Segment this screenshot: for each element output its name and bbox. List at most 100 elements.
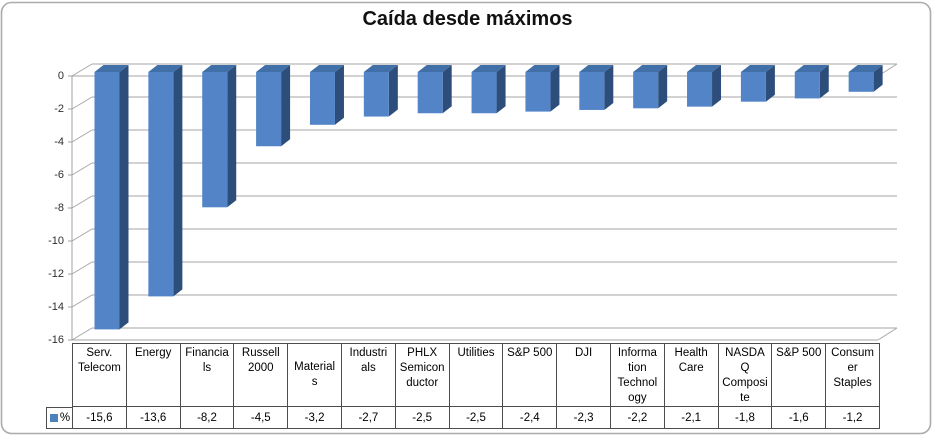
data-table-category-row: Serv. Telecom Energy Financia ls Russell 2000 M… <box>72 343 880 407</box>
bar-top-face <box>471 65 506 72</box>
category-label-line: Financia <box>185 347 229 359</box>
category-label-line: ls <box>202 362 212 374</box>
category-label-line: Health <box>674 347 708 359</box>
gridline-depth-connector <box>71 327 93 341</box>
bar-top-face <box>256 65 291 72</box>
bar[interactable] <box>471 72 497 114</box>
category-label-line: S&P 500 <box>776 347 822 359</box>
gridline-depth-connector <box>71 63 93 77</box>
category-label-line: Semicon <box>399 362 445 374</box>
table-value-cell: -1,6 <box>771 407 825 428</box>
bar[interactable] <box>687 72 713 107</box>
category-label-line: PHLX <box>407 347 438 359</box>
bar-side-face <box>119 65 129 330</box>
table-category-cell: S&P 500 <box>502 344 556 406</box>
category-label-line: 2000 <box>247 362 274 374</box>
bar-side-face <box>442 65 452 114</box>
category-label-line: ogy <box>628 392 647 404</box>
gridline-depth-connector <box>71 96 93 110</box>
table-value-cell: -3,2 <box>287 407 341 428</box>
y-axis-tick-label: -16 <box>48 334 64 346</box>
bar-side-face <box>227 65 237 208</box>
bar[interactable] <box>633 72 659 109</box>
bar-top-face <box>363 65 398 72</box>
bar-top-face <box>848 65 883 72</box>
category-label-line: Technol <box>617 377 658 389</box>
table-category-cell: NASDA Q Composi te <box>717 344 772 406</box>
table-value-cell: -1,8 <box>717 407 772 428</box>
table-category-cell: Consum er Staples <box>825 344 879 406</box>
y-axis-tick-label: -6 <box>54 169 64 181</box>
category-label-line: tion <box>628 362 647 374</box>
category-label-line: Informa <box>617 347 657 359</box>
table-category-cell: S&P 500 <box>771 344 825 406</box>
category-label-line: Staples <box>833 377 872 389</box>
bar[interactable] <box>848 72 874 92</box>
category-label-line: DJI <box>574 347 593 359</box>
category-label-line: als <box>361 362 376 374</box>
gridline-depth-connector <box>71 228 93 242</box>
category-label-line: Composi <box>722 377 768 389</box>
bar[interactable] <box>794 72 820 99</box>
bar-side-face <box>604 65 614 110</box>
gridline-depth-connector <box>71 294 93 308</box>
bar[interactable] <box>202 72 228 208</box>
category-label-line: NASDA <box>725 347 765 359</box>
category-label-line: Utilities <box>457 347 495 359</box>
bar-top-face <box>687 65 722 72</box>
bar[interactable] <box>256 72 282 147</box>
legend-key-cell: % <box>46 407 73 429</box>
bar[interactable] <box>525 72 551 112</box>
table-category-cell: Material s <box>287 344 341 406</box>
bar-side-face <box>658 65 668 109</box>
table-value-cell: -2,1 <box>663 407 718 428</box>
bar-side-face <box>550 65 560 112</box>
gridline-depth-connector <box>71 261 93 275</box>
table-value-cell: -2,3 <box>556 407 610 428</box>
bar[interactable] <box>94 72 120 330</box>
table-category-cell: Industri als <box>340 344 395 406</box>
bar[interactable] <box>363 72 389 117</box>
table-category-cell: Serv. Telecom <box>73 344 126 406</box>
table-category-cell: PHLX Semicon ductor <box>394 344 449 406</box>
bar-top-face <box>202 65 237 72</box>
category-label-line: Material <box>294 361 336 373</box>
bar[interactable] <box>417 72 443 114</box>
legend-label: % <box>59 412 71 424</box>
bar[interactable] <box>148 72 174 297</box>
table-value-cell: -13,6 <box>125 407 180 428</box>
y-axis-tick-label: -8 <box>54 202 64 214</box>
category-label-line: Russell <box>241 347 280 359</box>
table-category-cell: DJI <box>556 344 610 406</box>
y-axis-tick-label: 0 <box>57 70 64 82</box>
bar-top-face <box>740 65 775 72</box>
gridline-depth-connector <box>71 195 93 209</box>
table-value-cell: -2,4 <box>502 407 556 428</box>
y-axis-tick-label: -2 <box>54 103 64 115</box>
bar-side-face <box>388 65 398 117</box>
chart-title[interactable]: Caída desde máximos <box>362 8 573 30</box>
bar-top-face <box>148 65 183 72</box>
bar-top-face <box>633 65 668 72</box>
table-category-cell: Informa tion Technol ogy <box>609 344 664 406</box>
gridline-depth-connector <box>71 162 93 176</box>
table-category-cell: Russell 2000 <box>233 344 287 406</box>
bar-side-face <box>334 65 344 125</box>
bar-side-face <box>819 65 829 99</box>
bar-side-face <box>873 65 883 92</box>
bar-side-face <box>496 65 506 114</box>
bar[interactable] <box>579 72 605 110</box>
bar[interactable] <box>309 72 335 125</box>
gridline-depth-connector <box>71 129 93 143</box>
bar-top-face <box>309 65 344 72</box>
table-category-cell: Energy <box>125 344 180 406</box>
bar-side-face <box>173 65 183 297</box>
bar[interactable] <box>740 72 766 102</box>
table-value-cell: -2,5 <box>448 407 503 428</box>
category-label-line: Care <box>678 362 704 374</box>
bar-side-face <box>712 65 722 107</box>
category-label-line: Serv. <box>86 347 113 359</box>
table-category-cell: Health Care <box>663 344 718 406</box>
